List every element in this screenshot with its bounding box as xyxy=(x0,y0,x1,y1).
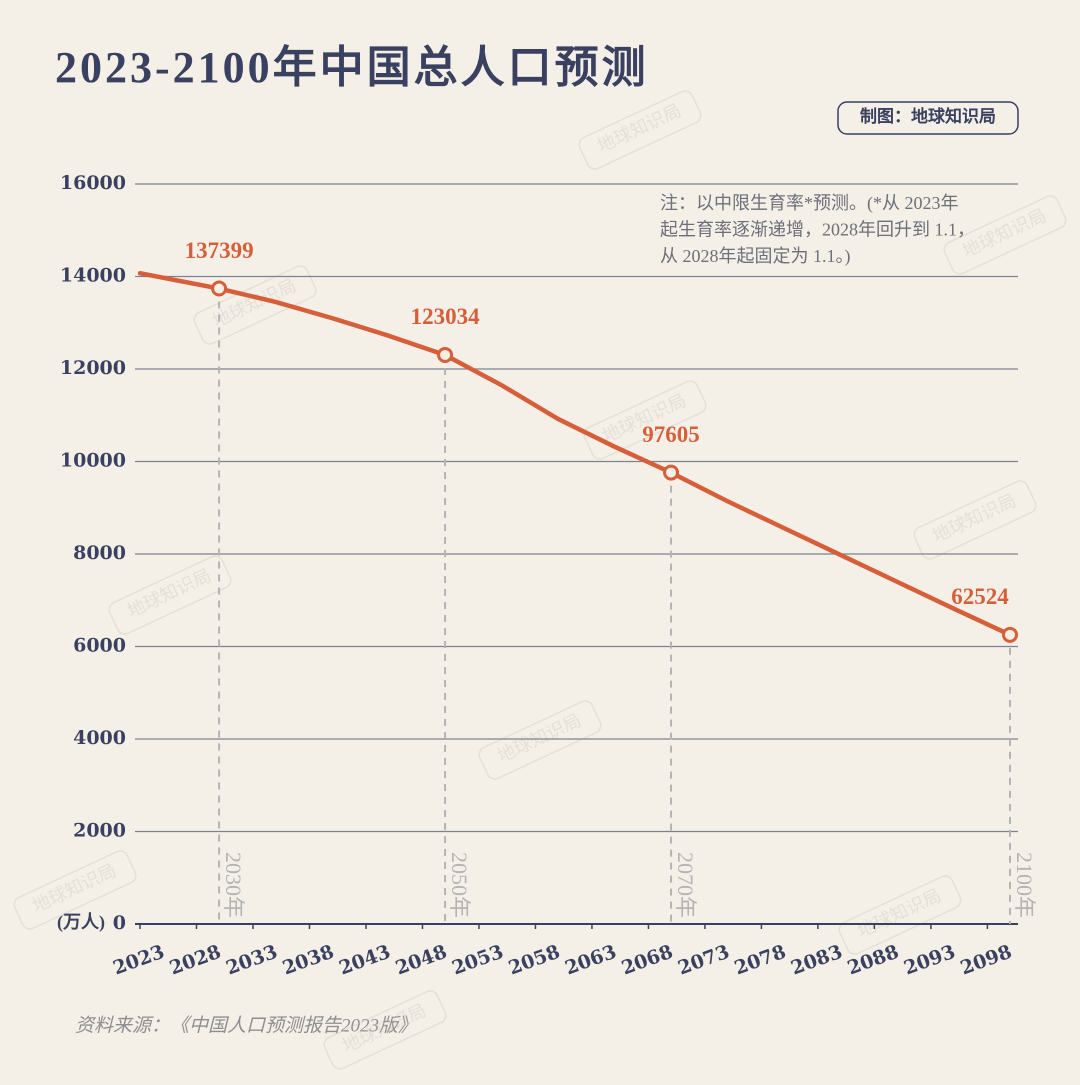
highlight-point xyxy=(663,464,680,481)
watermark-box xyxy=(583,380,707,460)
x-tick-label: 2063 xyxy=(562,941,619,980)
watermark: 地球知识局 xyxy=(583,380,707,460)
highlight-point xyxy=(1002,626,1018,643)
watermark-text: 地球知识局 xyxy=(29,860,119,916)
watermark-box xyxy=(478,700,602,780)
watermark-text: 地球知识局 xyxy=(124,565,214,621)
watermark-text: 地球知识局 xyxy=(494,710,584,766)
watermark: 地球知识局 xyxy=(578,90,702,170)
value-label: 97605 xyxy=(642,422,700,447)
y-tick-label: 16000 xyxy=(60,172,126,194)
watermark-box xyxy=(838,875,962,955)
guide-label: 2030年 xyxy=(221,852,246,918)
y-tick-label: 12000 xyxy=(60,357,126,379)
watermark: 地球知识局 xyxy=(108,555,232,635)
y-tick-label: 6000 xyxy=(73,635,126,657)
x-tick-label: 2068 xyxy=(619,941,676,980)
watermark-box xyxy=(323,990,447,1070)
watermark-text: 地球知识局 xyxy=(594,100,684,156)
chart-title: 2023-2100年中国总人口预测 xyxy=(55,43,649,92)
y-unit: (万人) xyxy=(57,912,105,933)
x-tick-label: 2023 xyxy=(110,941,167,980)
x-tick-label: 2033 xyxy=(223,941,280,980)
x-tick-label: 2083 xyxy=(788,941,845,980)
highlight-point xyxy=(437,346,454,363)
x-tick-label: 2048 xyxy=(393,941,450,980)
guide-label: 2050年 xyxy=(447,852,472,918)
watermark-text: 地球知识局 xyxy=(854,885,944,941)
note: 起生育率逐渐递增，2028年回升到 1.1， xyxy=(660,220,975,240)
watermark-text: 地球知识局 xyxy=(929,490,1019,546)
x-tick-label: 2073 xyxy=(675,941,732,980)
credit-box xyxy=(837,101,1019,135)
x-tick-label: 2078 xyxy=(732,941,789,980)
watermark-box xyxy=(193,265,317,345)
note: 从 2028年起固定为 1.1。) xyxy=(660,246,851,267)
value-label: 123034 xyxy=(411,304,481,329)
y-tick-label: 2000 xyxy=(73,820,126,842)
watermark-box xyxy=(578,90,702,170)
line xyxy=(137,271,1013,638)
note: 注：以中限生育率*预测。(*从 2023年 xyxy=(660,193,959,214)
x-tick-label: 2043 xyxy=(336,941,393,980)
watermark: 地球知识局 xyxy=(478,700,602,780)
watermark-box xyxy=(913,480,1037,560)
watermark: 地球知识局 xyxy=(913,480,1037,560)
source: 资料来源：《中国人口预测报告2023版》 xyxy=(75,1014,417,1036)
y-tick-label: 8000 xyxy=(73,542,126,564)
watermark-box xyxy=(108,555,232,635)
guide-label: 2070年 xyxy=(673,852,698,918)
x-tick-label: 2058 xyxy=(506,941,563,980)
y-tick-label: 4000 xyxy=(73,727,126,749)
x-tick-label: 2028 xyxy=(167,941,224,980)
x-tick-label: 2093 xyxy=(901,941,958,980)
x-tick-label: 2098 xyxy=(958,941,1015,980)
guide-label: 2100年 xyxy=(1012,852,1037,918)
highlight-point xyxy=(211,280,228,297)
y-tick-label: 14000 xyxy=(60,265,126,287)
y-tick-label: 0 xyxy=(113,912,126,934)
value-label: 137399 xyxy=(185,238,254,263)
x-tick-label: 2053 xyxy=(449,941,506,980)
watermark-box xyxy=(13,850,137,930)
x-tick-label: 2038 xyxy=(280,941,337,980)
value-label: 62524 xyxy=(951,584,1009,609)
credit: 制图：地球知识局 xyxy=(860,106,996,126)
watermark-box xyxy=(943,195,1067,275)
y-tick-label: 10000 xyxy=(60,450,126,472)
